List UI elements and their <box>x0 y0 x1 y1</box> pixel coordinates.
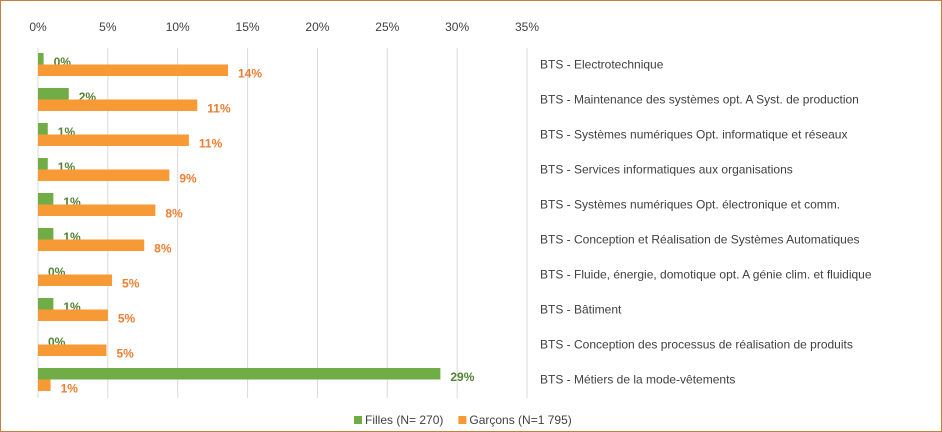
data-label: 14% <box>238 66 262 80</box>
legend-swatch <box>458 416 467 424</box>
bar <box>38 298 54 310</box>
data-label: 8% <box>154 241 172 255</box>
x-tick-label: 30% <box>445 20 469 34</box>
category-label: BTS - Bâtiment <box>540 303 622 317</box>
legend-swatch <box>354 416 362 424</box>
category-label: BTS - Métiers de la mode-vêtements <box>540 373 735 387</box>
bar <box>38 88 69 100</box>
data-label: 11% <box>207 101 231 115</box>
bar <box>38 134 189 146</box>
category-label: BTS - Electrotechnique <box>540 58 664 72</box>
x-tick-label: 5% <box>99 20 117 34</box>
bar <box>38 158 48 170</box>
bar <box>38 368 441 380</box>
data-label: 5% <box>116 346 134 360</box>
bar <box>38 123 48 135</box>
bar <box>38 379 51 391</box>
data-label: 11% <box>199 136 223 150</box>
legend-label: Filles (N= 270) <box>365 413 443 427</box>
category-label: BTS - Systèmes numériques Opt. électroni… <box>540 198 840 212</box>
bar <box>38 239 145 251</box>
data-label: 5% <box>122 276 140 290</box>
data-label: 8% <box>165 206 183 220</box>
data-label: 1% <box>61 381 79 395</box>
x-tick-label: 10% <box>166 20 190 34</box>
bar <box>38 99 198 111</box>
bar <box>38 64 229 76</box>
x-tick-label: 35% <box>515 20 539 34</box>
category-label: BTS - Conception des processus de réalis… <box>540 338 853 352</box>
bar <box>38 274 113 286</box>
bar <box>38 193 54 205</box>
x-tick-label: 20% <box>305 20 329 34</box>
legend-label: Garçons (N=1 795) <box>469 413 571 427</box>
bar <box>38 53 44 65</box>
x-tick-label: 25% <box>375 20 399 34</box>
category-label: BTS - Services informatiques aux organis… <box>540 163 793 177</box>
bar <box>38 309 108 321</box>
x-tick-label: 0% <box>29 20 47 34</box>
category-label: BTS - Fluide, énergie, domotique opt. A … <box>540 268 872 282</box>
category-label: BTS - Maintenance des systèmes opt. A Sy… <box>540 93 859 107</box>
data-label: 29% <box>450 370 474 384</box>
x-tick-label: 15% <box>236 20 260 34</box>
category-label: BTS - Conception et Réalisation de Systè… <box>540 233 860 247</box>
bar <box>38 228 54 240</box>
data-label: 5% <box>118 311 136 325</box>
category-label: BTS - Systèmes numériques Opt. informati… <box>540 128 847 142</box>
bar <box>38 204 156 216</box>
bar <box>38 344 107 356</box>
data-label: 9% <box>179 171 197 185</box>
bar <box>38 169 170 181</box>
